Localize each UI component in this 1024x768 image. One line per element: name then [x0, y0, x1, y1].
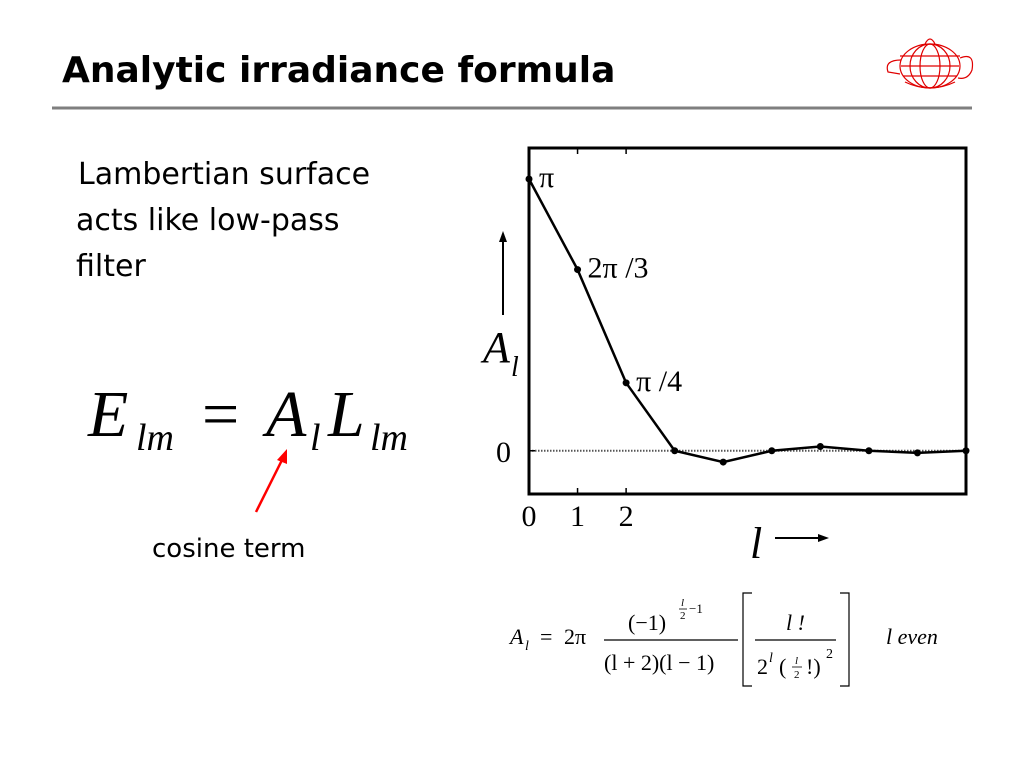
annotation-arrow	[254, 457, 285, 513]
formula-condition: l even	[886, 624, 938, 649]
x-tick-label: 0	[522, 500, 537, 533]
data-point	[719, 458, 727, 466]
data-point	[525, 175, 533, 183]
data-point	[865, 447, 873, 455]
x-tick-label: 2	[619, 500, 634, 533]
bullet-line: acts like low-pass	[76, 203, 340, 238]
bullet-line: filter	[76, 249, 146, 284]
formula-denominator: !)	[806, 654, 821, 679]
x-tick-label: 1	[570, 500, 585, 533]
formula-fraction: 2	[794, 669, 800, 681]
equation-symbol: L	[327, 378, 365, 451]
y-axis-label: A	[480, 323, 511, 372]
equation-subscript: lm	[136, 417, 174, 459]
formula-denominator: (l + 2)(l − 1)	[604, 650, 714, 675]
formula-denominator: (	[779, 654, 786, 679]
equation-symbol: E	[87, 378, 128, 451]
data-label: π /4	[636, 365, 682, 398]
equation-operator: =	[202, 378, 239, 451]
formula-exponent: l	[769, 651, 773, 666]
data-point	[913, 449, 921, 457]
x-axis-arrowhead	[818, 534, 829, 542]
formula-exponent: 2	[680, 610, 686, 622]
bullet-line: Lambertian surface	[78, 157, 370, 192]
formula-numerator: (−1)	[628, 610, 666, 635]
equation-subscript: lm	[370, 417, 408, 459]
data-label: 2π /3	[588, 252, 649, 285]
formula-fraction: l	[795, 655, 798, 667]
annotation: cosine term	[152, 534, 305, 564]
formula-subscript: l	[525, 639, 529, 654]
data-point	[574, 266, 582, 274]
data-label: π	[539, 161, 554, 194]
formula-coefficient: 2π	[564, 624, 586, 649]
data-point	[962, 447, 970, 455]
formula-operator: =	[540, 624, 552, 649]
data-point	[816, 443, 824, 451]
data-point	[671, 447, 679, 455]
formula-bracket	[840, 592, 850, 687]
formula-exponent: l	[681, 597, 684, 609]
y-axis-label: l	[511, 352, 519, 383]
formula: A l = 2π (−1) l 2 −1 (l + 2)(l − 1) l ! …	[508, 592, 938, 687]
data-line	[527, 178, 967, 464]
formula-bracket	[742, 592, 752, 687]
teapot-icon	[886, 38, 974, 89]
formula-exponent: 2	[826, 647, 833, 662]
formula-denominator: 2	[757, 654, 768, 679]
y-axis-arrowhead	[499, 231, 507, 242]
bullet-text: Lambertian surface acts like low-pass filt…	[76, 157, 370, 284]
formula-numerator: l !	[786, 610, 805, 635]
slide-title: Analytic irradiance formula	[62, 50, 615, 91]
data-point	[768, 447, 776, 455]
plot-frame	[527, 146, 968, 496]
equation-symbol: A	[262, 378, 307, 451]
annotation-arrowhead	[277, 449, 287, 464]
equation-subscript: l	[310, 417, 321, 459]
data-point	[622, 379, 630, 387]
x-axis-label: l	[750, 519, 762, 568]
formula-exponent: −1	[689, 601, 703, 616]
formula-symbol: A	[508, 624, 524, 649]
y-tick-label: 0	[496, 436, 511, 469]
